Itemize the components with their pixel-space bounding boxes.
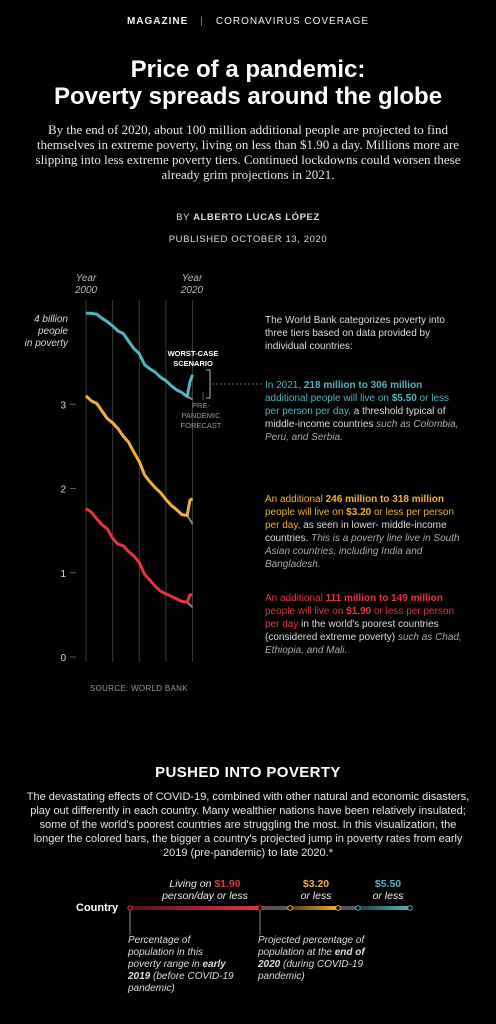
note-teal-g: such as Colombia, Peru, and Serbia. bbox=[265, 419, 459, 443]
series-line-3-20 bbox=[84, 394, 194, 517]
series-line-5-50 bbox=[86, 311, 194, 399]
y-tick-label: 0 bbox=[60, 653, 66, 664]
legend-gold-post: or less bbox=[300, 890, 332, 902]
legend-red-value: $1.90 bbox=[214, 878, 241, 890]
section-link[interactable]: MAGAZINE bbox=[126, 16, 189, 27]
note-red-a: An additional bbox=[265, 593, 326, 604]
kicker-separator: | bbox=[200, 16, 204, 27]
legend-bar-red bbox=[130, 906, 260, 910]
legend-dot-teal-start bbox=[355, 905, 361, 911]
note-red-range: 111 million to 149 million bbox=[325, 593, 443, 604]
y-tick-label: 3 bbox=[60, 400, 66, 411]
legend-gold-value: $3.20 bbox=[302, 878, 330, 890]
x-label-start: 2000 bbox=[74, 285, 98, 296]
note-gold-f: as seen in lower- middle-income countrie… bbox=[265, 520, 447, 544]
byline: BY ALBERTO LUCAS LÓPEZ bbox=[0, 212, 496, 223]
note-gold-g: This is a poverty line live in South Asi… bbox=[265, 533, 460, 570]
legend-red-label: Living on $1.90 person/day or less bbox=[140, 878, 270, 902]
note-teal-c: additional people will live on bbox=[265, 393, 392, 404]
note-gold-c: people will live on bbox=[265, 507, 347, 518]
legend-bar-gap bbox=[260, 906, 290, 910]
ann-left-2: early 2019 bbox=[128, 959, 226, 982]
note-teal-e: or less per person per day, bbox=[265, 393, 450, 417]
ann-right-1: Projected percentage of population at th… bbox=[258, 935, 365, 958]
publish-date: PUBLISHED OCTOBER 13, 2020 bbox=[168, 234, 328, 245]
note-red: An additional 111 million to 149 million… bbox=[265, 592, 465, 657]
ann-right-2: end of 2020 bbox=[258, 947, 365, 970]
legend-teal-post: or less bbox=[372, 890, 404, 902]
y-tick-label: 2 bbox=[60, 485, 66, 496]
y-top-label-2: people bbox=[37, 326, 68, 337]
note-red-value: $1.90 bbox=[346, 606, 372, 617]
series-forecast-line bbox=[186, 514, 194, 525]
note-teal: In 2021, 218 million to 306 million addi… bbox=[265, 379, 465, 444]
worst-case-bracket bbox=[206, 369, 211, 399]
country-column-header: Country bbox=[76, 902, 119, 914]
legend-dot-teal-end bbox=[407, 905, 413, 911]
legend-annotation-end-2020: Projected percentage of population at th… bbox=[258, 935, 366, 983]
x-label-start-word: Year bbox=[76, 273, 97, 284]
page-title: Price of a pandemic: Poverty spreads aro… bbox=[0, 56, 496, 110]
y-top-label-1: 4 billion bbox=[34, 314, 68, 325]
section-body: The devastating effects of COVID-19, com… bbox=[26, 791, 470, 859]
legend-dot-red-end bbox=[257, 905, 263, 911]
dek: By the end of 2020, about 100 million ad… bbox=[35, 122, 461, 182]
note-red-g: such as Chad, Ethiopia, and Mali. bbox=[265, 632, 462, 656]
note-gold-value: $3.20 bbox=[346, 507, 372, 518]
legend-gold-label: $3.20 or less bbox=[286, 878, 346, 902]
note-teal-a: In 2021, bbox=[265, 380, 304, 391]
topic-link[interactable]: CORONAVIRUS COVERAGE bbox=[215, 16, 370, 27]
y-top-label-3: in poverty bbox=[25, 338, 69, 349]
author-link[interactable]: ALBERTO LUCAS LÓPEZ bbox=[193, 212, 320, 223]
series-line-1-90 bbox=[85, 507, 193, 604]
section-heading: PUSHED INTO POVERTY bbox=[155, 764, 341, 781]
legend-dot-gold-start bbox=[287, 905, 293, 911]
note-gold-range: 246 million to 318 million bbox=[325, 494, 444, 505]
tiers-intro: The World Bank categorizes poverty into … bbox=[265, 315, 445, 352]
pre-pandemic-label-1: PRE- bbox=[192, 401, 210, 410]
note-red-f: in the world's poorest countries (consid… bbox=[265, 619, 439, 643]
legend-teal-value: $5.50 bbox=[374, 878, 402, 890]
note-gold: An additional 246 million to 318 million… bbox=[265, 493, 465, 571]
note-teal-range: 218 million to 306 million bbox=[303, 380, 423, 391]
legend-red-post: person/day or less bbox=[162, 890, 248, 902]
note-red-c: people will live on bbox=[265, 606, 347, 617]
y-tick-label: 1 bbox=[60, 569, 66, 580]
source-note: SOURCE: WORLD BANK bbox=[90, 684, 188, 693]
note-teal-f: a threshold typical of middle-income cou… bbox=[265, 406, 446, 430]
note-teal-value: $5.50 bbox=[391, 393, 417, 404]
byline-prefix: BY bbox=[176, 212, 190, 223]
legend-annotation-early-2019: Percentage of population in this poverty… bbox=[128, 935, 236, 995]
title-line-1: Price of a pandemic: bbox=[130, 56, 366, 83]
legend-dot-gold-end bbox=[335, 905, 341, 911]
legend-teal-label: $5.50 or less bbox=[358, 878, 418, 902]
worst-case-label-1: WORST-CASE bbox=[168, 349, 219, 358]
kicker: MAGAZINE | CORONAVIRUS COVERAGE bbox=[0, 16, 496, 27]
poverty-line-chart: Year 2000 Year 2020 4 billion people in … bbox=[25, 273, 262, 664]
legend-red-pre: Living on bbox=[169, 878, 215, 890]
ann-right-3: (during COVID-19 pandemic) bbox=[258, 959, 364, 982]
note-red-e: or less per person per day bbox=[265, 606, 455, 630]
legend-bar-gap2 bbox=[338, 906, 358, 910]
ann-left-1: Percentage of population in this poverty… bbox=[128, 935, 204, 970]
legend-bar bbox=[127, 905, 413, 935]
x-label-end: 2020 bbox=[180, 285, 204, 296]
ann-left-3: (before COVID-19 pandemic) bbox=[128, 971, 234, 994]
x-label-end-word: Year bbox=[182, 273, 203, 284]
legend-bar-gold bbox=[290, 906, 338, 910]
note-gold-a: An additional bbox=[265, 494, 326, 505]
note-gold-e: or less per person per day, bbox=[265, 507, 455, 531]
pre-pandemic-label-3: FORECAST bbox=[181, 421, 222, 430]
legend-bar-teal bbox=[358, 906, 410, 910]
title-line-2: Poverty spreads around the globe bbox=[53, 83, 443, 110]
legend-dot-red-start bbox=[127, 905, 133, 911]
worst-case-label-2: SCENARIO bbox=[173, 359, 213, 368]
pre-pandemic-label-2: PANDEMIC bbox=[181, 411, 221, 420]
